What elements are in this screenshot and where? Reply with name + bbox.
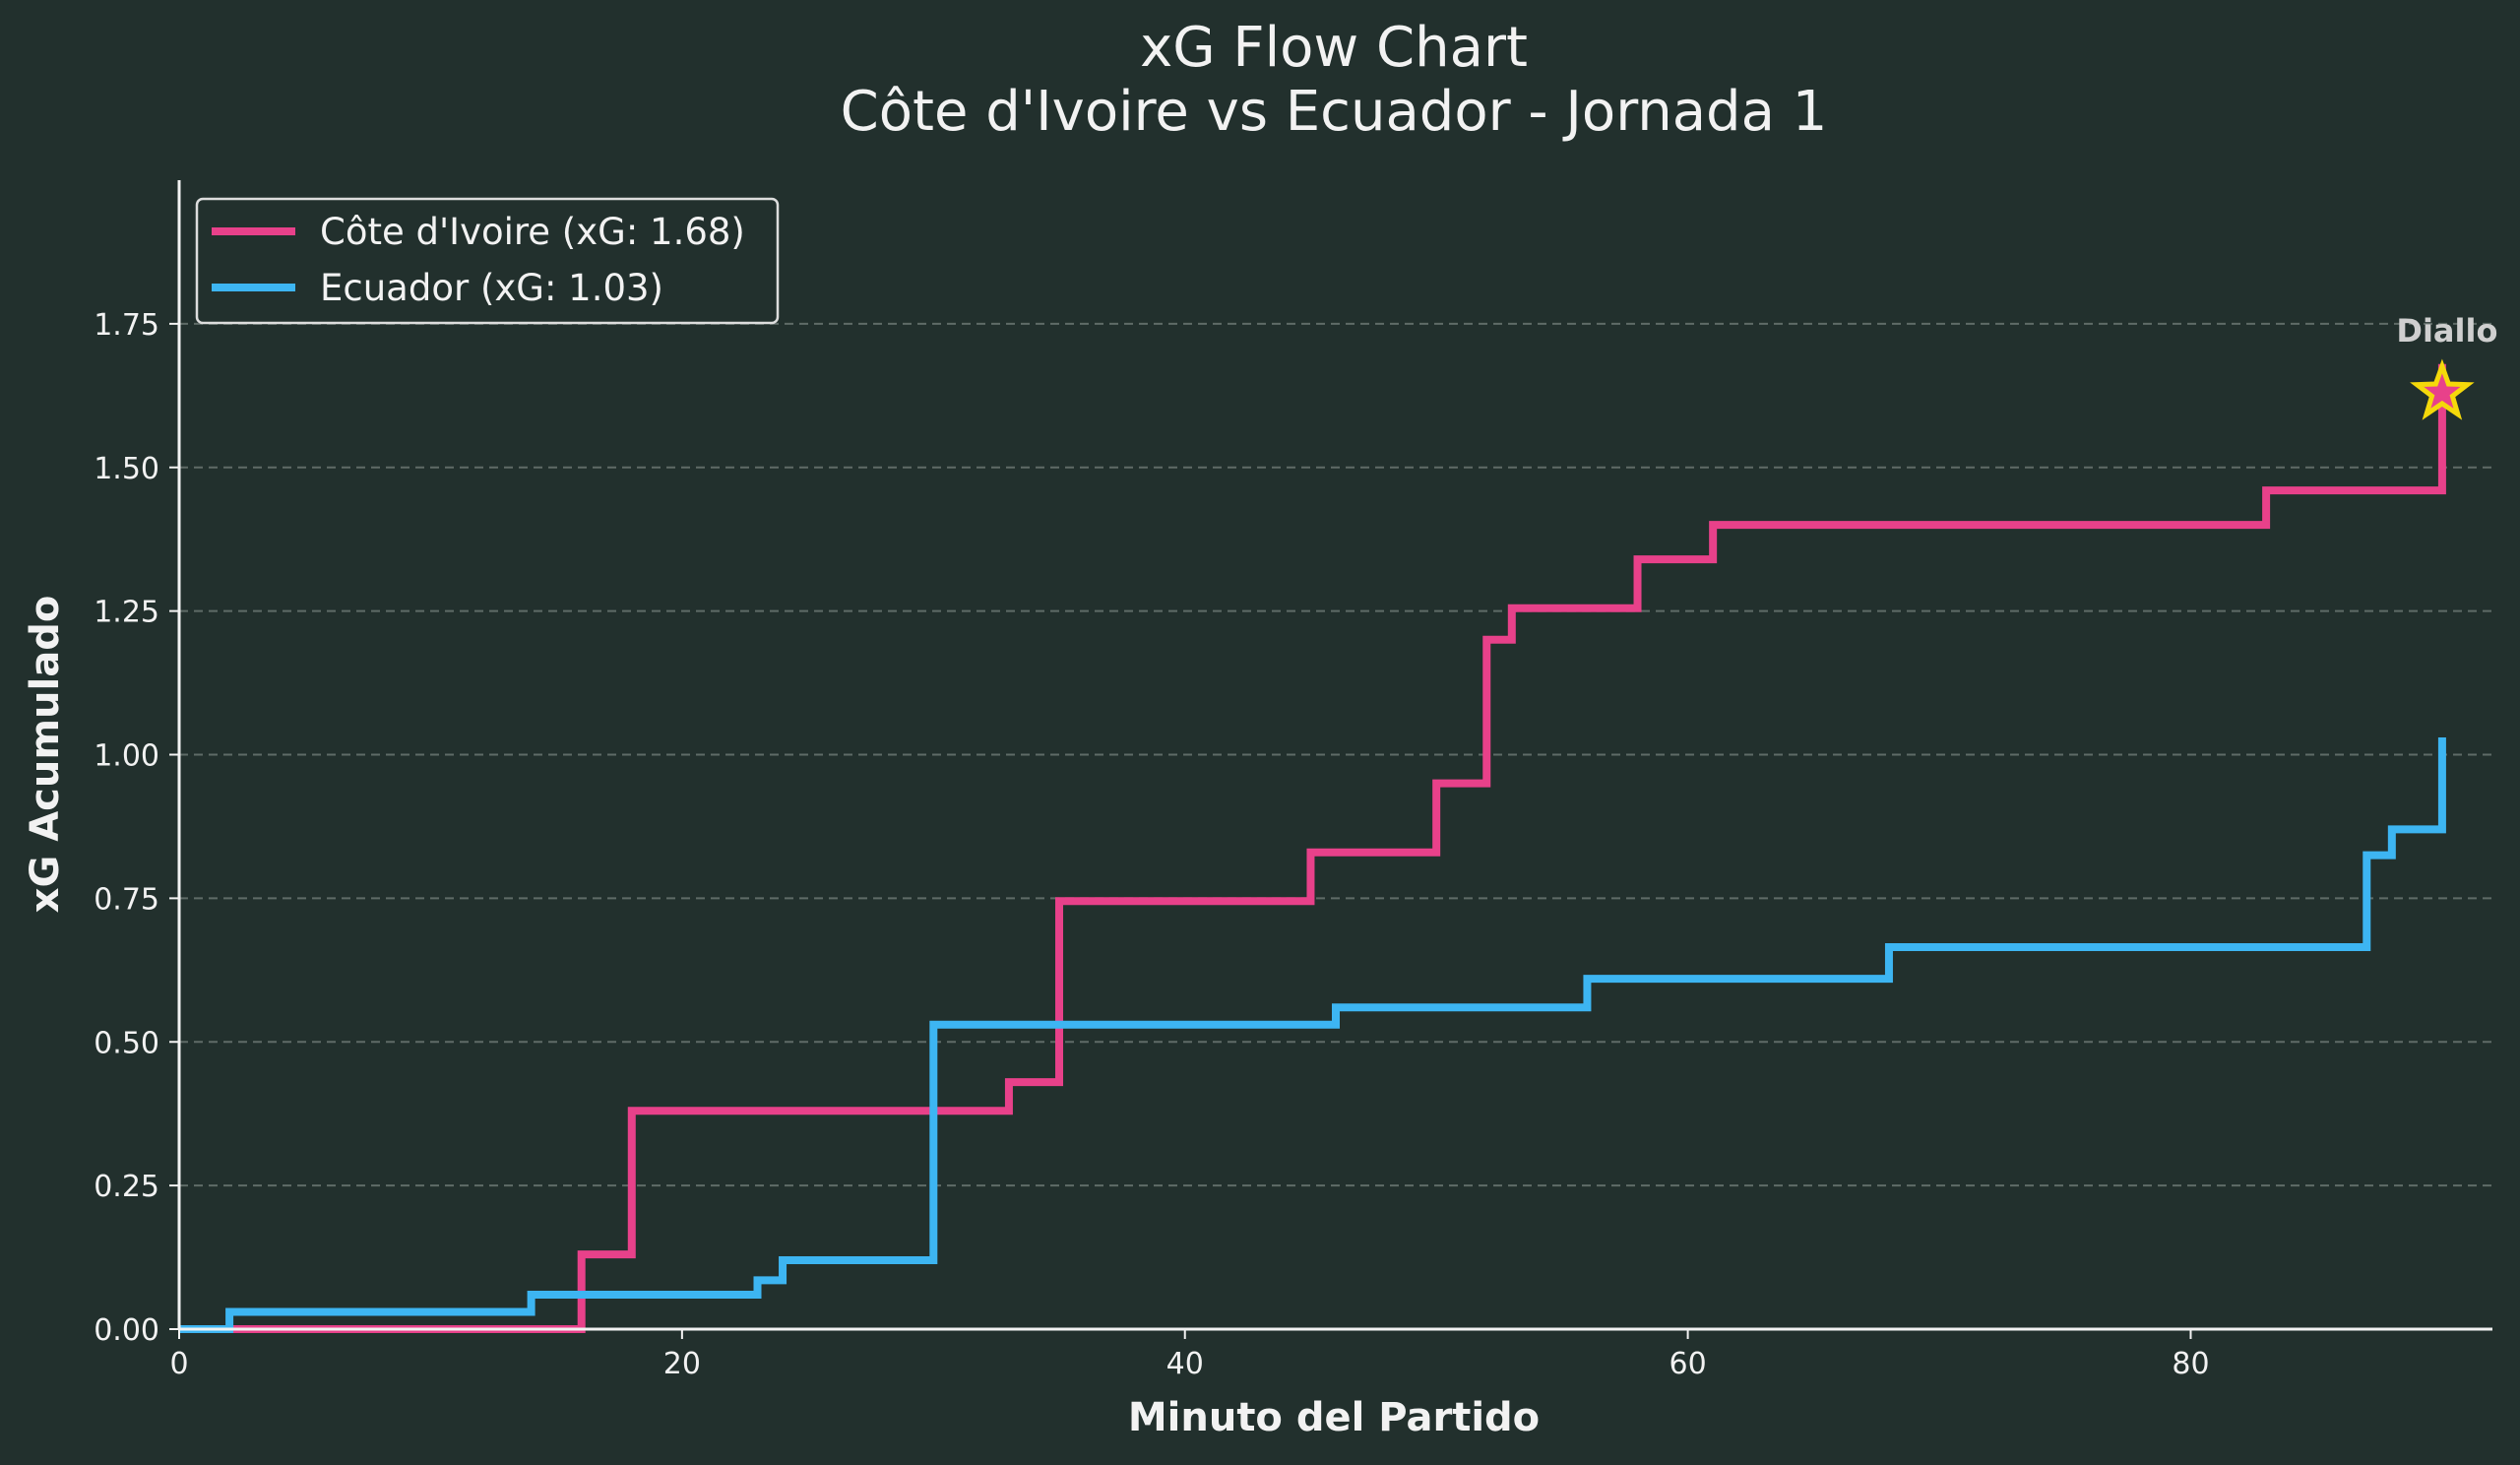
legend-label-cote-divoire: Côte d'Ivoire (xG: 1.68) [320, 211, 745, 253]
chart-subtitle: Côte d'Ivoire vs Ecuador - Jornada 1 [841, 80, 1828, 144]
x-tick-label: 20 [663, 1347, 701, 1381]
legend-box [195, 197, 780, 325]
x-tick-label: 80 [2172, 1347, 2209, 1381]
y-tick-label: 0.75 [94, 882, 159, 917]
y-axis-label: xG Acumulado [23, 596, 68, 914]
series-line-1 [179, 736, 2446, 1333]
x-axis-label: Minuto del Partido [1128, 1395, 1540, 1440]
y-tick-label: 0.50 [94, 1026, 159, 1060]
chart-title: xG Flow Chart [1140, 16, 1528, 80]
grid-lines [179, 322, 2492, 1187]
series-line-0 [179, 363, 2446, 1333]
annotations: Diallo [2396, 312, 2497, 420]
y-tick-label: 1.50 [94, 452, 159, 486]
y-tick-label: 1.00 [94, 739, 159, 774]
x-tick-label: 60 [1670, 1347, 1707, 1381]
legend: Côte d'Ivoire (xG: 1.68) Ecuador (xG: 1.… [195, 197, 780, 325]
y-tick-label: 1.25 [94, 596, 159, 630]
series-lines [179, 363, 2446, 1333]
legend-label-ecuador: Ecuador (xG: 1.03) [320, 267, 663, 309]
goal-scorer-label: Diallo [2396, 312, 2497, 350]
y-tick-label: 1.75 [94, 308, 159, 343]
y-tick-label: 0.25 [94, 1170, 159, 1204]
goal-star-icon [2410, 358, 2475, 420]
y-ticks: 0.00 0.25 0.50 0.75 1.00 1.25 1.50 1.75 [94, 308, 179, 1348]
x-ticks: 0 20 40 60 80 [169, 1329, 2210, 1381]
x-tick-label: 0 [169, 1347, 188, 1381]
y-tick-label: 0.00 [94, 1313, 159, 1348]
x-tick-label: 40 [1166, 1347, 1204, 1381]
